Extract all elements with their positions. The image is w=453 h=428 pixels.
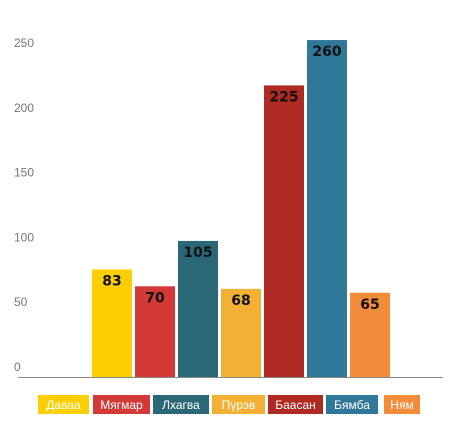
legend-label: Лхагва — [162, 398, 200, 412]
bar-value-label: 70 — [145, 290, 165, 306]
bar-value-label: 68 — [231, 293, 250, 309]
legend-swatch — [38, 395, 89, 414]
y-tick-label: 250 — [14, 36, 34, 50]
legend-label: Мягмар — [100, 398, 143, 412]
bar — [350, 292, 390, 377]
bars-group: 83 70 105 68 225 260 65 — [92, 40, 390, 378]
bar — [307, 40, 347, 377]
legend-swatch — [384, 395, 420, 414]
bar — [264, 85, 304, 378]
legend-label: Пүрэв — [222, 398, 256, 412]
bar — [92, 269, 132, 377]
legend-label: Баасан — [275, 398, 316, 412]
legend-swatch — [326, 395, 378, 414]
bar-value-label: 225 — [269, 89, 298, 105]
legend-swatch — [212, 395, 265, 414]
legend-swatch — [153, 395, 209, 414]
y-axis: 0 50 100 150 200 250 — [14, 36, 34, 374]
bar-value-label: 105 — [183, 245, 212, 261]
y-tick-label: 150 — [14, 166, 34, 180]
legend-swatch — [268, 395, 323, 414]
bar-value-label: 83 — [102, 273, 121, 289]
bar — [178, 240, 218, 377]
bar-value-label: 260 — [312, 44, 341, 60]
legend-label: Даваа — [46, 398, 81, 412]
legend-label: Ням — [390, 398, 413, 412]
y-tick-label: 0 — [14, 360, 21, 374]
y-tick-label: 50 — [14, 295, 28, 309]
legend-swatch — [93, 395, 150, 414]
y-tick-label: 200 — [14, 101, 34, 115]
legend-label: Бямба — [334, 398, 370, 412]
legend: Даваа Мягмар Лхагва Пүрэв Баасан Бямба Ням — [38, 395, 420, 414]
bar — [221, 288, 261, 377]
bar — [135, 286, 175, 377]
y-tick-label: 100 — [14, 230, 34, 244]
bar-value-label: 65 — [360, 297, 379, 313]
